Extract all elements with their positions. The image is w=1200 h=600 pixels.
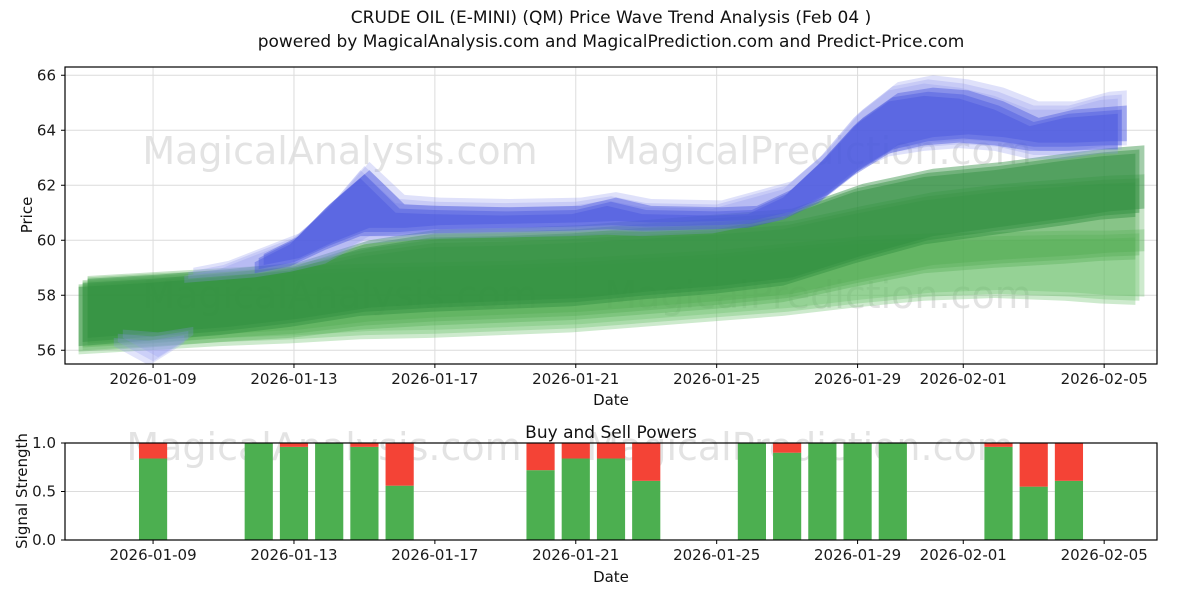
buy-sell-powers-title: Buy and Sell Powers (525, 423, 697, 443)
buy-bar (138, 458, 168, 540)
y-tick-label: 56 (37, 341, 56, 359)
sell-bar (350, 443, 379, 447)
x-tick-label: 2026-01-25 (673, 546, 760, 564)
top-date-axis-label: Date (593, 391, 629, 409)
x-tick-label: 2026-01-21 (532, 546, 619, 564)
buy-bar (1054, 480, 1084, 540)
signal-strength-axis-label: Signal Strength (13, 433, 31, 549)
buy-bar (596, 458, 626, 540)
x-tick-label: 2026-01-17 (391, 370, 478, 388)
sell-bar (1019, 443, 1048, 487)
x-tick-label: 2026-02-01 (920, 546, 1007, 564)
band-green-dark-band (87, 145, 1145, 338)
x-tick-label: 2026-01-29 (814, 546, 901, 564)
y-tick-label: 66 (37, 66, 56, 84)
y-tick-label: 64 (37, 121, 56, 139)
buy-bar (878, 443, 907, 540)
sell-bar (138, 443, 168, 459)
band-blue-core-band (263, 87, 1127, 265)
band-green-light-band (78, 237, 1136, 355)
buy-bar (843, 443, 872, 540)
buy-bar (561, 458, 590, 540)
band-green-dark-band (82, 149, 1140, 342)
band-green-dark-band (78, 153, 1136, 347)
figure-title: CRUDE OIL (E-MINI) (QM) Price Wave Trend… (350, 8, 872, 28)
x-tick-label: 2026-01-25 (673, 370, 760, 388)
buy-bar (1019, 486, 1048, 540)
x-tick-label: 2026-02-05 (1061, 546, 1148, 564)
bottom-date-axis-label: Date (593, 568, 629, 586)
band-blue-core-band (254, 95, 1118, 274)
buy-bar (385, 485, 414, 540)
price-bands (78, 75, 1145, 364)
band-green-light-band (87, 229, 1145, 347)
signal-bars (138, 443, 1084, 540)
band-green-light-band (82, 233, 1140, 351)
band-green-mid-band (78, 182, 1136, 352)
x-tick-label: 2026-02-05 (1061, 370, 1148, 388)
sell-bar (984, 443, 1013, 447)
figure-subtitle: powered by MagicalAnalysis.com and Magic… (257, 32, 965, 52)
y-tick-label: 1.0 (32, 434, 56, 452)
band-blue-outer-band (184, 83, 1118, 283)
band-blue-dip-band (113, 335, 185, 364)
x-tick-label: 2026-01-29 (814, 370, 901, 388)
sell-bar (1054, 443, 1084, 481)
sell-bar (596, 443, 626, 459)
sell-bar (632, 443, 661, 481)
x-tick-label: 2026-01-13 (250, 370, 337, 388)
buy-bar (279, 446, 309, 540)
buy-bar (526, 470, 555, 540)
chart-price-wave-trend: 2026-01-09 2026-01-13 2026-01-17 2026-01-21… (37, 66, 1158, 388)
chart-buy-sell-powers: 2026-01-09 2026-01-13 2026-01-17 2026-01-21… (32, 434, 1158, 564)
x-tick-label: 2026-02-01 (920, 370, 1007, 388)
y-tick-label: 0.0 (32, 531, 56, 549)
buy-bar (632, 480, 661, 540)
buy-bar (808, 443, 837, 540)
y-tick-label: 62 (37, 176, 56, 194)
band-green-mid-band (82, 178, 1140, 348)
x-tick-label: 2026-01-17 (391, 546, 478, 564)
x-tick-label: 2026-01-09 (109, 546, 196, 564)
sell-bar (526, 443, 555, 471)
buy-bar (984, 446, 1013, 540)
y-tick-label: 60 (37, 231, 56, 249)
band-blue-outer-band (188, 79, 1122, 279)
band-blue-dip-band (117, 331, 189, 362)
band-blue-outer-band (193, 75, 1127, 275)
axes-box (64, 66, 1158, 365)
sell-bar (385, 443, 414, 486)
band-blue-core-band (258, 91, 1122, 270)
buy-bar (315, 443, 344, 540)
buy-bar (773, 452, 802, 540)
band-green-mid-band (87, 174, 1145, 344)
x-tick-label: 2026-01-13 (250, 546, 337, 564)
y-tick-label: 0.5 (32, 483, 56, 501)
x-tick-label: 2026-01-21 (532, 370, 619, 388)
band-blue-dip-band (122, 326, 194, 358)
buy-bar (350, 446, 379, 540)
price-axis-label: Price (18, 196, 36, 234)
sell-bar (279, 443, 309, 447)
sell-bar (773, 443, 802, 453)
buy-bar (737, 443, 766, 540)
y-tick-label: 58 (37, 286, 56, 304)
buy-bar (244, 443, 273, 540)
sell-bar (561, 443, 590, 459)
x-tick-label: 2026-01-09 (109, 370, 196, 388)
